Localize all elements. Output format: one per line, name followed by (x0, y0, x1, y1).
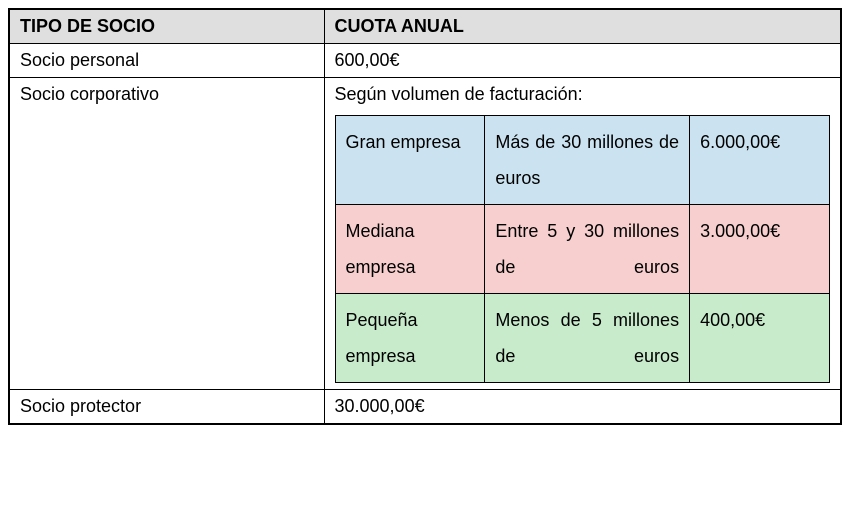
cell-protector-fee: 30.000,00€ (324, 390, 841, 425)
row-protector: Socio protector 30.000,00€ (9, 390, 841, 425)
cell-personal-type: Socio personal (9, 44, 324, 78)
corporate-tiers-table: Gran empresa Más de 30 millones de euros… (335, 115, 831, 383)
tier-small-name: Pequeña empresa (335, 294, 485, 383)
tier-small-range: Menos de 5 millones de euros (485, 294, 690, 383)
tier-medium-fee: 3.000,00€ (690, 205, 830, 294)
tier-large-range: Más de 30 millones de euros (485, 116, 690, 205)
cell-personal-fee: 600,00€ (324, 44, 841, 78)
row-corporate: Socio corporativo Según volumen de factu… (9, 78, 841, 390)
tier-medium-name: Mediana empresa (335, 205, 485, 294)
cell-protector-type: Socio protector (9, 390, 324, 425)
header-type: TIPO DE SOCIO (9, 9, 324, 44)
tier-row-medium: Mediana empresa Entre 5 y 30 millones de… (335, 205, 830, 294)
corporate-tiers-wrap: Gran empresa Más de 30 millones de euros… (335, 111, 831, 383)
row-personal: Socio personal 600,00€ (9, 44, 841, 78)
corporate-intro: Según volumen de facturación: (335, 84, 831, 105)
tier-large-name: Gran empresa (335, 116, 485, 205)
tier-row-large: Gran empresa Más de 30 millones de euros… (335, 116, 830, 205)
tier-small-fee: 400,00€ (690, 294, 830, 383)
tier-medium-range: Entre 5 y 30 millones de euros (485, 205, 690, 294)
tier-large-fee: 6.000,00€ (690, 116, 830, 205)
header-row: TIPO DE SOCIO CUOTA ANUAL (9, 9, 841, 44)
tier-row-small: Pequeña empresa Menos de 5 millones de e… (335, 294, 830, 383)
header-fee: CUOTA ANUAL (324, 9, 841, 44)
cell-corporate-fee: Según volumen de facturación: Gran empre… (324, 78, 841, 390)
membership-fee-table: TIPO DE SOCIO CUOTA ANUAL Socio personal… (8, 8, 842, 425)
cell-corporate-type: Socio corporativo (9, 78, 324, 390)
